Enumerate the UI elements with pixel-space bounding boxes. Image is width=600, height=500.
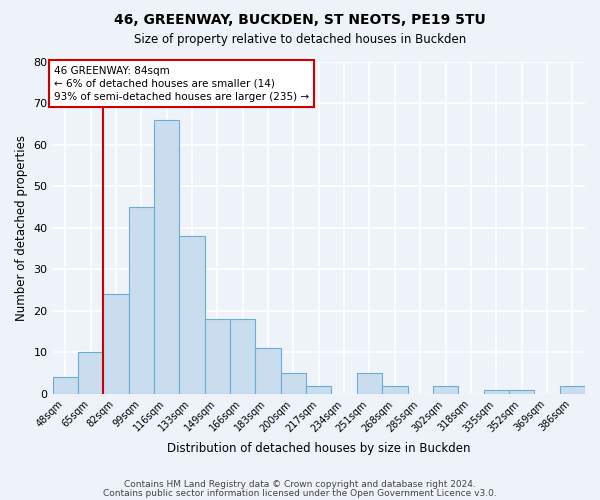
Bar xyxy=(103,294,128,394)
Bar xyxy=(357,373,382,394)
Bar xyxy=(78,352,103,394)
Text: Contains public sector information licensed under the Open Government Licence v3: Contains public sector information licen… xyxy=(103,488,497,498)
Text: Contains HM Land Registry data © Crown copyright and database right 2024.: Contains HM Land Registry data © Crown c… xyxy=(124,480,476,489)
Bar xyxy=(179,236,205,394)
Bar xyxy=(281,373,306,394)
Bar xyxy=(154,120,179,394)
Bar xyxy=(433,386,458,394)
Bar xyxy=(230,319,256,394)
Bar xyxy=(306,386,331,394)
Text: Size of property relative to detached houses in Buckden: Size of property relative to detached ho… xyxy=(134,32,466,46)
Bar xyxy=(128,207,154,394)
Text: 46, GREENWAY, BUCKDEN, ST NEOTS, PE19 5TU: 46, GREENWAY, BUCKDEN, ST NEOTS, PE19 5T… xyxy=(114,12,486,26)
Bar xyxy=(205,319,230,394)
Y-axis label: Number of detached properties: Number of detached properties xyxy=(15,134,28,320)
X-axis label: Distribution of detached houses by size in Buckden: Distribution of detached houses by size … xyxy=(167,442,470,455)
Bar xyxy=(256,348,281,394)
Text: 46 GREENWAY: 84sqm
← 6% of detached houses are smaller (14)
93% of semi-detached: 46 GREENWAY: 84sqm ← 6% of detached hous… xyxy=(54,66,309,102)
Bar xyxy=(484,390,509,394)
Bar xyxy=(382,386,407,394)
Bar xyxy=(560,386,585,394)
Bar xyxy=(509,390,534,394)
Bar xyxy=(53,378,78,394)
